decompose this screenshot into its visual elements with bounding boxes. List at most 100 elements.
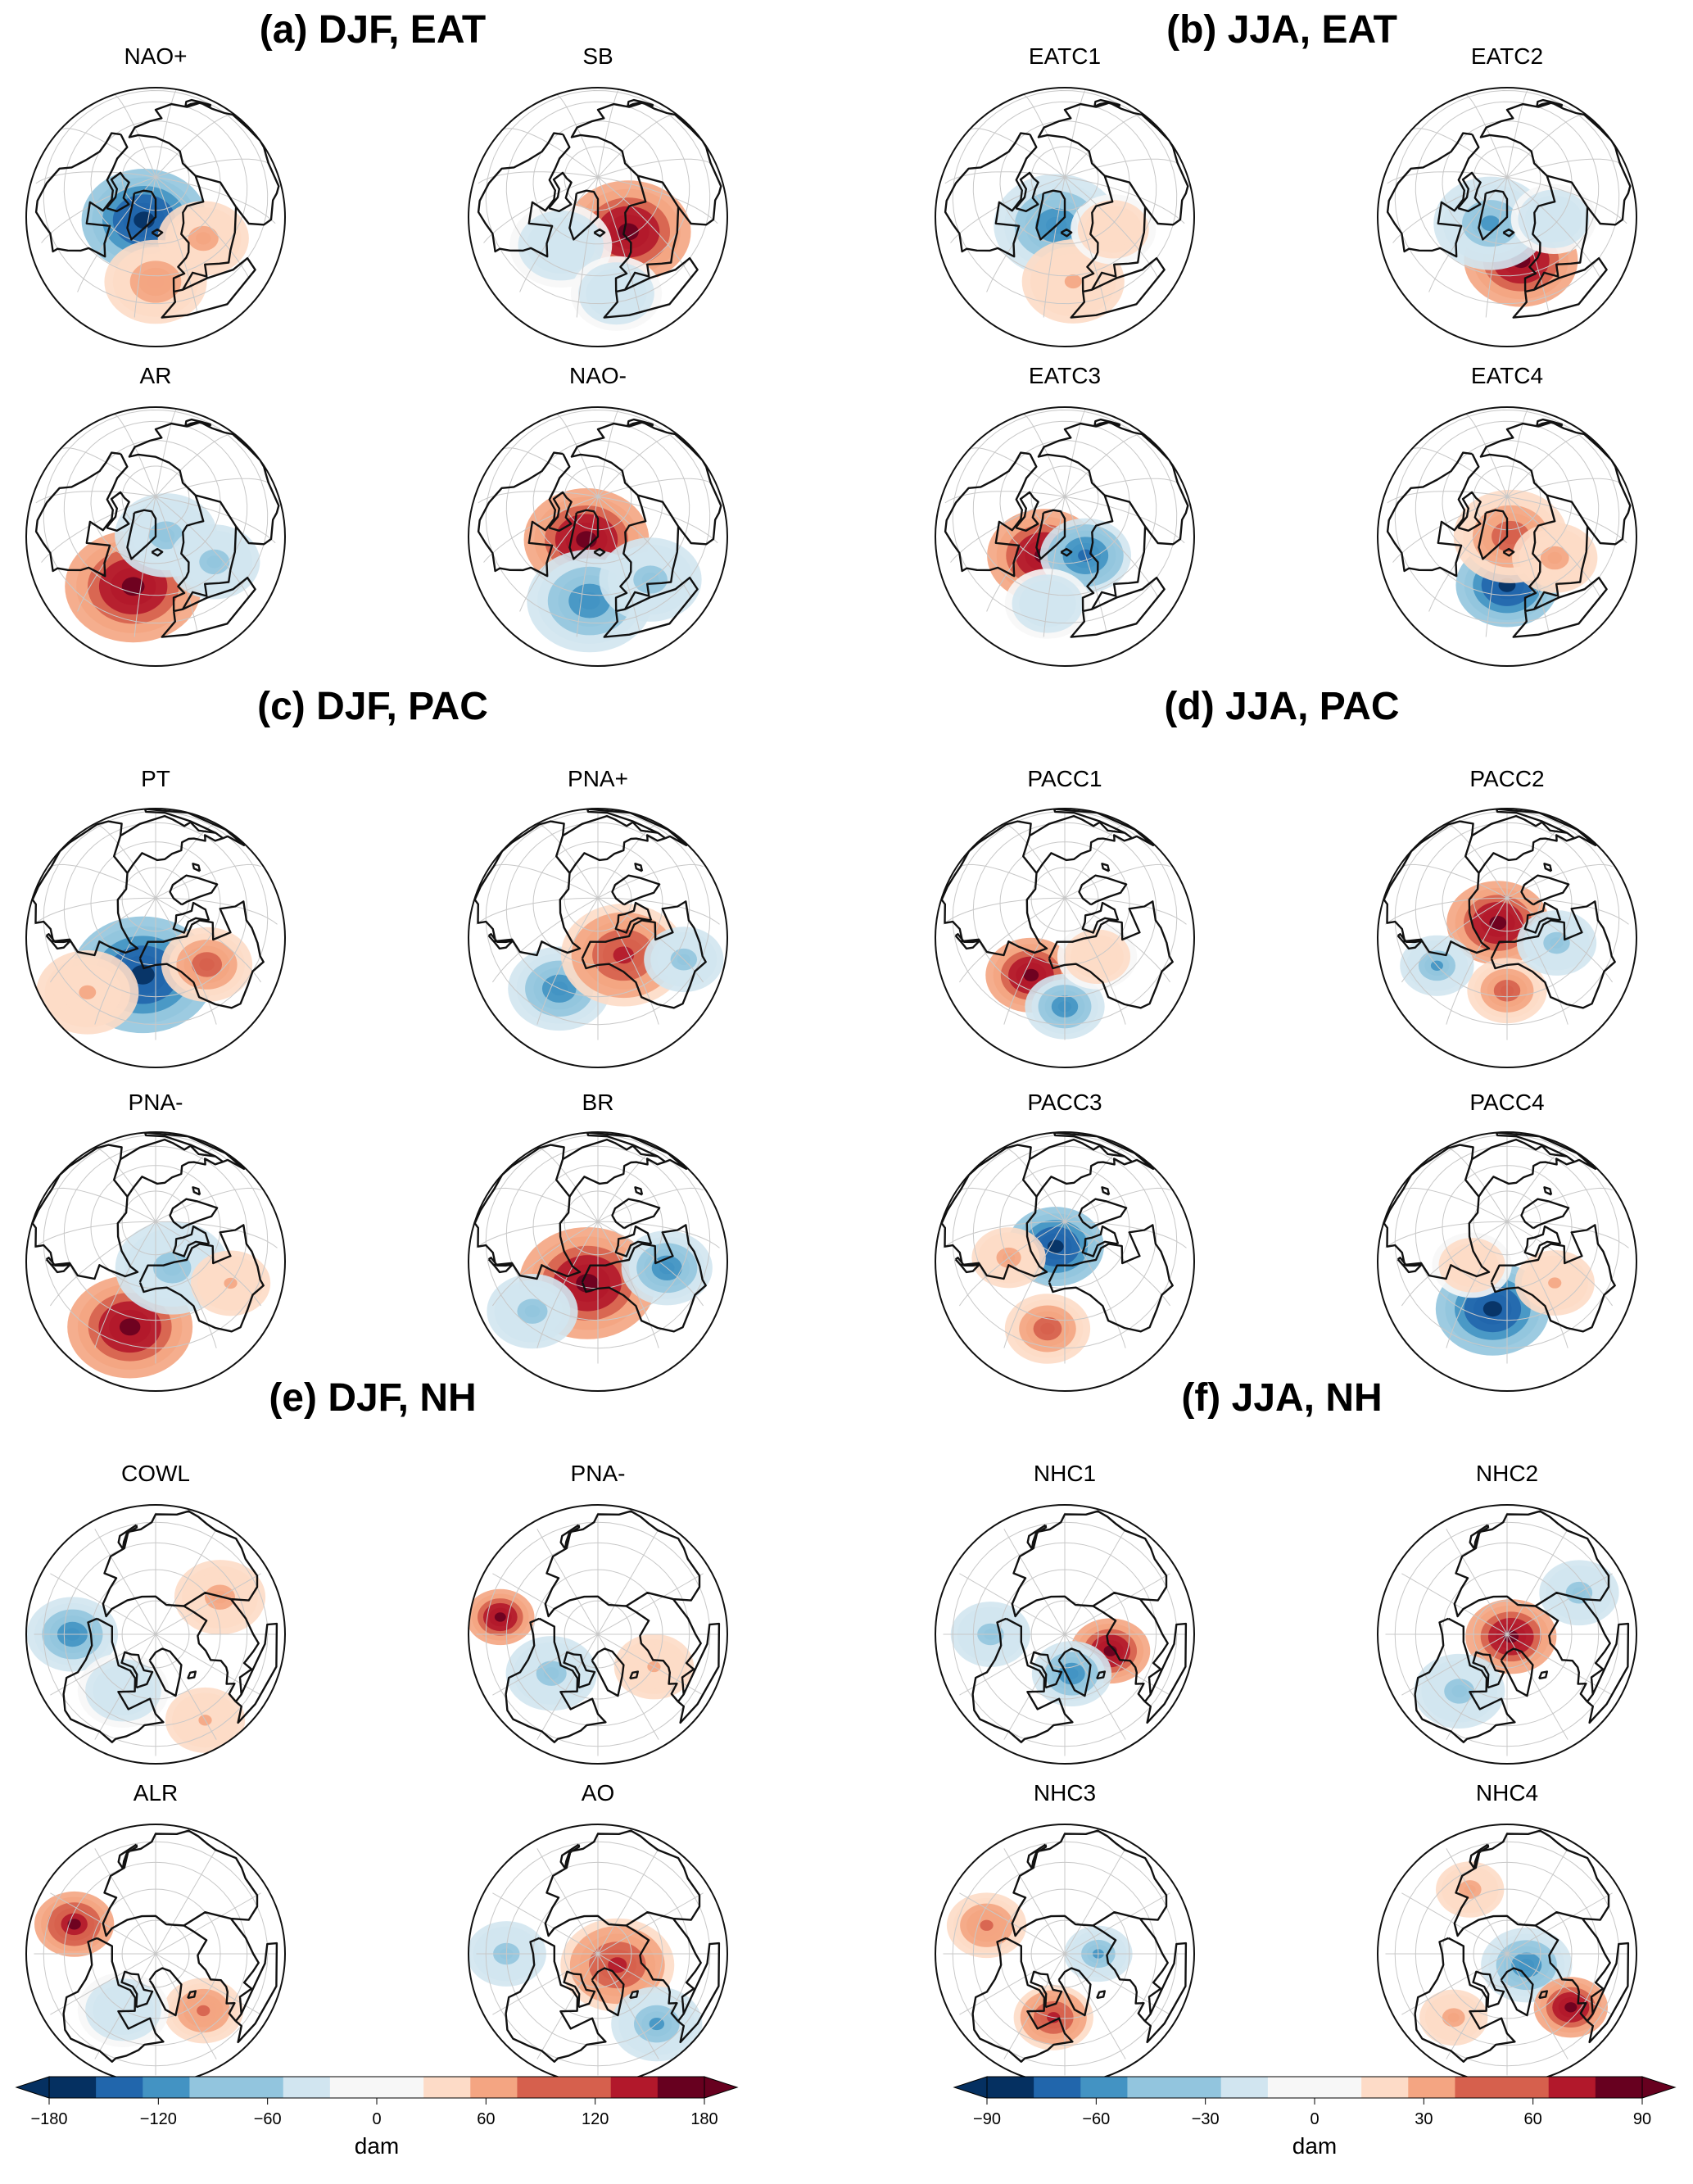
panel-label: PACC3	[1027, 1090, 1102, 1115]
map-panel: PACC3	[935, 1090, 1195, 1392]
map-panel: PACC1	[935, 766, 1195, 1068]
section-title: (d) JJA, PAC	[1164, 685, 1399, 728]
coastline	[34, 418, 280, 638]
map-border	[1377, 406, 1637, 667]
colorbar-segment	[236, 2077, 284, 2098]
colorbar-max-arrow	[1641, 2076, 1677, 2099]
panel-label: EATC3	[1029, 363, 1101, 388]
coastline	[944, 418, 1189, 638]
colorbar-tick: −90	[973, 2110, 1001, 2128]
positive-anomaly	[34, 1891, 115, 1957]
positive-anomaly	[469, 1588, 535, 1646]
colorbar-segment	[564, 2077, 612, 2098]
coastline	[477, 98, 722, 319]
colorbar-tick: 60	[477, 2110, 495, 2128]
coastline	[34, 98, 280, 319]
panel-label: PNA-	[129, 1090, 183, 1115]
section-title: (e) DJF, NH	[269, 1376, 476, 1420]
colorbar-tick: 30	[1415, 2110, 1433, 2128]
panel-label: NHC2	[1476, 1461, 1538, 1486]
map-border	[1377, 808, 1637, 1068]
colorbar-segment	[377, 2077, 424, 2098]
map-border	[935, 808, 1195, 1068]
map-border	[935, 1504, 1195, 1765]
map-panel: EATC2	[1377, 43, 1637, 347]
negative-anomaly	[115, 1221, 229, 1315]
colorbar-tick: 0	[1310, 2110, 1319, 2128]
colorbar-unit: dam	[1292, 2133, 1337, 2159]
panel-label: PACC2	[1469, 766, 1544, 791]
map-panel: BR	[468, 1090, 728, 1392]
coastline	[944, 98, 1189, 319]
colorbar-segment	[143, 2077, 190, 2098]
colorbar-segment	[1080, 2077, 1128, 2098]
map-border	[935, 406, 1195, 667]
map-border	[468, 1131, 728, 1392]
map-border	[935, 1131, 1195, 1392]
map-panel: EATC3	[935, 363, 1195, 667]
coastline	[971, 1510, 1188, 1743]
colorbar-segment	[96, 2077, 143, 2098]
colorbar-segment	[423, 2077, 471, 2098]
colorbar-segment	[1127, 2077, 1175, 2098]
positive-anomaly	[1514, 1250, 1595, 1316]
colorbar-tick: 180	[690, 2110, 717, 2128]
colorbar-segment	[1220, 2077, 1269, 2098]
colorbar-segment	[657, 2077, 705, 2098]
panel-label: PACC4	[1469, 1090, 1544, 1115]
map-panel: PNA-	[468, 1461, 728, 1765]
colorbar-segment	[1361, 2077, 1409, 2098]
coastline	[971, 1829, 1188, 2063]
map-border	[25, 1131, 286, 1392]
negative-anomaly	[487, 1274, 578, 1349]
panel-label: PNA+	[568, 766, 628, 791]
colorbar-tick: −60	[254, 2110, 282, 2128]
section-title: (c) DJF, PAC	[257, 685, 488, 728]
colorbar-tick: −180	[30, 2110, 67, 2128]
panel-label: AO	[582, 1780, 614, 1806]
colorbar-max-arrow	[704, 2076, 739, 2099]
colorbar-segment	[1595, 2077, 1643, 2098]
map-border	[1377, 1504, 1637, 1765]
panel-label: EATC4	[1471, 363, 1543, 388]
map-panel: PNA-	[25, 1090, 286, 1392]
coastline	[62, 1829, 278, 2063]
map-border	[25, 87, 286, 347]
colorbar-segment	[470, 2077, 518, 2098]
map-panel: NHC1	[935, 1461, 1195, 1765]
panel-label: NHC3	[1034, 1780, 1096, 1806]
coastline	[477, 418, 722, 638]
colorbar-segment	[49, 2077, 97, 2098]
colorbar-tick: 0	[372, 2110, 381, 2128]
panel-label: ALR	[134, 1780, 178, 1806]
section-title: (f) JJA, NH	[1181, 1376, 1382, 1420]
colorbar-segment	[610, 2077, 659, 2098]
colorbar-tick: −120	[140, 2110, 177, 2128]
map-panel: EATC4	[1377, 363, 1637, 667]
map-panel: PNA+	[468, 766, 728, 1068]
positive-anomaly	[1004, 1294, 1091, 1364]
map-panel: NHC2	[1377, 1461, 1637, 1765]
colorbar-segment	[1315, 2077, 1362, 2098]
colorbar-tick: 90	[1633, 2110, 1651, 2128]
colorbar-segment	[517, 2077, 565, 2098]
panel-label: PNA-	[571, 1461, 626, 1486]
map-panel: EATC1	[935, 43, 1195, 347]
colorbar-min-arrow	[953, 2076, 988, 2099]
map-border	[468, 406, 728, 667]
panel-label: NAO-	[569, 363, 627, 388]
colorbar: −90 −60 −30 0 30 60 90 dam	[953, 2076, 1677, 2159]
colorbar-segment	[189, 2077, 238, 2098]
panel-label: EATC2	[1471, 43, 1543, 69]
map-panel: PT	[25, 766, 286, 1068]
coastline	[1414, 1829, 1630, 2063]
section-title: (b) JJA, EAT	[1166, 8, 1397, 52]
positive-anomaly	[1419, 1989, 1488, 2046]
map-border	[468, 87, 728, 347]
coastline	[1386, 418, 1632, 638]
colorbar-tick: 60	[1524, 2110, 1542, 2128]
section-title: (a) DJF, EAT	[260, 8, 486, 52]
colorbar-segment	[1455, 2077, 1503, 2098]
map-border	[25, 406, 286, 667]
